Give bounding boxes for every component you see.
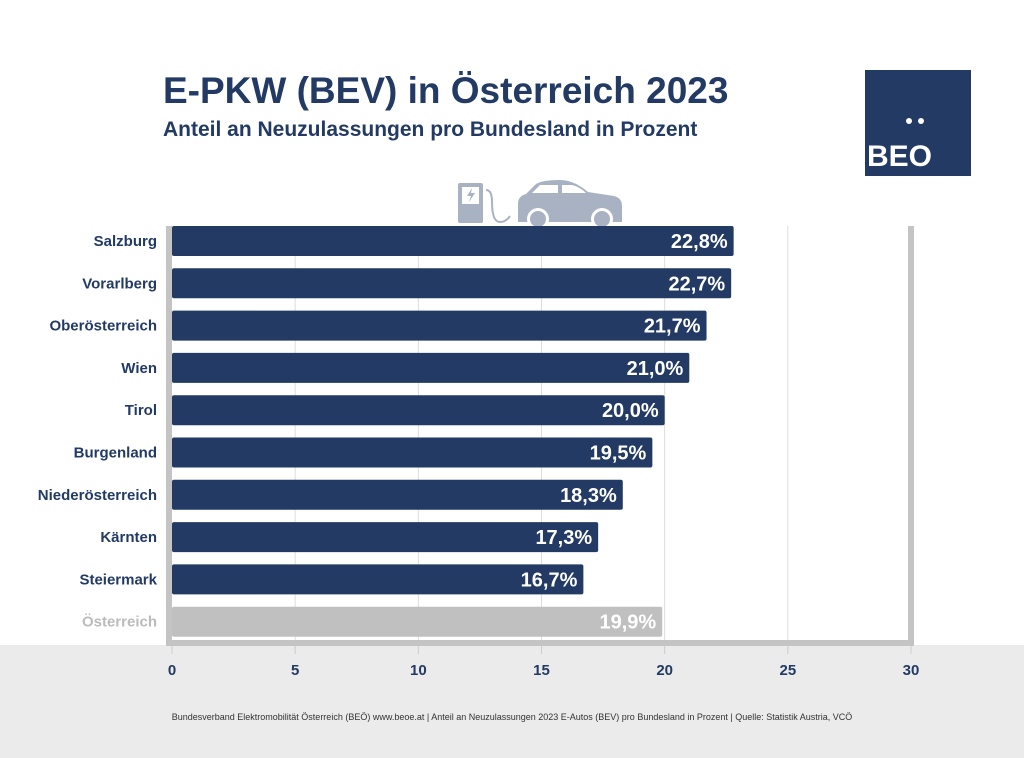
data-label: 17,3% [535, 527, 592, 549]
x-tick-label: 30 [903, 662, 920, 679]
category-label: Steiermark [79, 571, 157, 588]
bar [172, 437, 653, 468]
data-label: 19,5% [590, 443, 647, 465]
plot-frame-left [166, 226, 172, 646]
footer-source: Bundesverband Elektromobilität Österreic… [171, 712, 853, 722]
category-label: Wien [121, 360, 157, 377]
logo-dot [906, 118, 912, 124]
bar [172, 522, 599, 553]
data-label: 22,8% [671, 231, 728, 253]
bar [172, 310, 707, 341]
bar [172, 226, 734, 256]
bar [172, 564, 584, 595]
category-label: Salzburg [94, 233, 157, 250]
x-tick-label: 15 [533, 662, 550, 679]
category-label: Burgenland [74, 445, 157, 462]
category-label: Österreich [82, 614, 157, 631]
data-label: 16,7% [521, 569, 578, 591]
category-label: Oberösterreich [49, 318, 157, 335]
x-tick-label: 20 [656, 662, 673, 679]
page-subtitle: Anteil an Neuzulassungen pro Bundesland … [163, 118, 698, 141]
x-tick-label: 25 [779, 662, 796, 679]
category-label: Kärnten [100, 529, 157, 546]
beo-logo: BEO [865, 70, 971, 176]
category-label: Niederösterreich [38, 487, 157, 504]
logo-dot [918, 118, 924, 124]
data-label: 22,7% [668, 273, 725, 295]
category-label: Vorarlberg [82, 275, 157, 292]
logo-text: BEO [867, 140, 933, 173]
bar [172, 268, 732, 299]
data-label: 19,9% [599, 612, 656, 634]
plot-frame-right [908, 226, 914, 646]
data-label: 21,0% [627, 358, 684, 380]
bar [172, 606, 663, 637]
category-label: Tirol [125, 402, 157, 419]
charging-car-icon [458, 180, 622, 230]
footer-band [0, 645, 1024, 758]
plot-frame-bottom [166, 640, 914, 646]
x-tick-label: 0 [168, 662, 176, 679]
page-title: E-PKW (BEV) in Österreich 2023 [163, 70, 729, 111]
data-label: 18,3% [560, 485, 617, 507]
bar [172, 352, 690, 383]
x-tick-label: 10 [410, 662, 427, 679]
x-tick-label: 5 [291, 662, 299, 679]
bar [172, 395, 665, 426]
data-label: 21,7% [644, 316, 701, 338]
data-label: 20,0% [602, 400, 659, 422]
bar [172, 479, 623, 510]
